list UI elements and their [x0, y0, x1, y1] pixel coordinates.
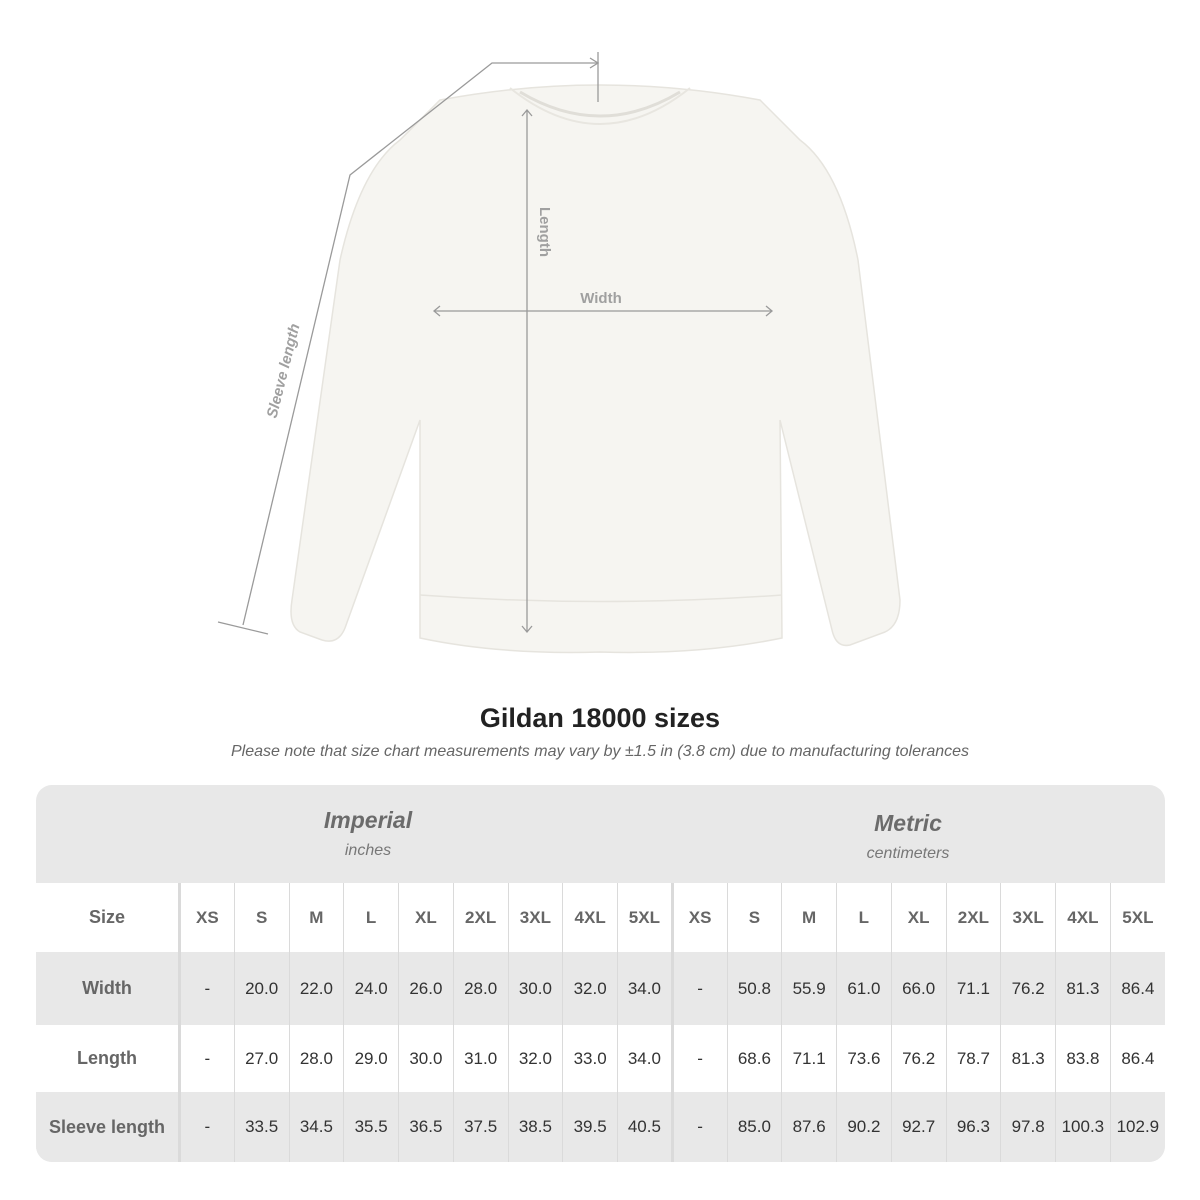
imperial-header: Imperial inches — [178, 785, 558, 883]
header-row: Size XS S M L XL 2XL 3XL 4XL 5XL XS S M L XL 2XL 3XL 4XL 5… — [36, 883, 1165, 952]
metric-value: 55.9 — [781, 952, 837, 1025]
metric-value: 81.3 — [1055, 952, 1111, 1025]
metric-value: 61.0 — [836, 952, 892, 1025]
imperial-size-header: XL — [398, 883, 454, 952]
imperial-value: - — [179, 1092, 235, 1162]
imperial-value: 22.0 — [288, 952, 344, 1025]
measurement-lines — [217, 52, 774, 635]
table-row: Sleeve length -33.5 34.5 35.5 36.5 37.5 38.5 39… — [36, 1092, 1165, 1162]
metric-value: 71.1 — [945, 952, 1001, 1025]
imperial-value: 29.0 — [343, 1025, 399, 1092]
metric-value: 86.4 — [1109, 952, 1165, 1025]
metric-value: 102.9 — [1109, 1092, 1165, 1162]
imperial-value: 34.5 — [288, 1092, 344, 1162]
imperial-value: - — [179, 1025, 235, 1092]
size-table: Size XS S M L XL 2XL 3XL 4XL 5XL XS S M L XL 2XL 3XL 4XL 5… — [36, 883, 1165, 1162]
metric-value: 78.7 — [945, 1025, 1001, 1092]
length-label: Length — [536, 207, 553, 257]
metric-title: Metric — [874, 810, 942, 836]
metric-size-header: 2XL — [945, 883, 1001, 952]
metric-value: 83.8 — [1055, 1025, 1111, 1092]
imperial-value: 33.5 — [233, 1092, 289, 1162]
metric-value: - — [670, 1025, 727, 1092]
imperial-unit: inches — [344, 842, 392, 859]
imperial-value: 38.5 — [507, 1092, 563, 1162]
metric-size-header: 4XL — [1055, 883, 1111, 952]
imperial-value: 32.0 — [562, 952, 618, 1025]
imperial-value: 35.5 — [343, 1092, 399, 1162]
imperial-size-header: 3XL — [507, 883, 563, 952]
imperial-value: 24.0 — [343, 952, 399, 1025]
metric-value: 76.2 — [1000, 952, 1056, 1025]
metric-value: 50.8 — [726, 952, 782, 1025]
metric-value: 86.4 — [1109, 1025, 1165, 1092]
metric-value: 71.1 — [781, 1025, 837, 1092]
metric-value: 92.7 — [890, 1092, 946, 1162]
imperial-size-header: M — [288, 883, 344, 952]
imperial-size-header: L — [343, 883, 399, 952]
row-label: Width — [36, 952, 181, 1025]
imperial-value: 37.5 — [452, 1092, 508, 1162]
imperial-title: Imperial — [323, 807, 413, 833]
width-label: Width — [580, 290, 622, 307]
metric-unit: centimeters — [866, 845, 950, 862]
imperial-value: 39.5 — [562, 1092, 618, 1162]
sweatshirt-illustration: Length Width Sleeve length — [217, 52, 901, 654]
metric-value: - — [670, 952, 727, 1025]
imperial-value: 33.0 — [562, 1025, 618, 1092]
imperial-size-header: 2XL — [452, 883, 508, 952]
metric-size-header: S — [726, 883, 782, 952]
metric-value: 97.8 — [1000, 1092, 1056, 1162]
metric-size-header: XL — [890, 883, 946, 952]
size-label: Size — [36, 883, 181, 952]
sleeve-length-label: Sleeve length — [264, 322, 304, 420]
imperial-value: 34.0 — [617, 1025, 673, 1092]
metric-value: 66.0 — [890, 952, 946, 1025]
imperial-value: 36.5 — [398, 1092, 454, 1162]
imperial-value: 40.5 — [617, 1092, 673, 1162]
imperial-value: 31.0 — [452, 1025, 508, 1092]
imperial-size-header: 5XL — [617, 883, 673, 952]
metric-value: 68.6 — [726, 1025, 782, 1092]
table-row: Length -27.0 28.0 29.0 30.0 31.0 32.0 33.0 34.0-… — [36, 1025, 1165, 1092]
tolerance-note: Please note that size chart measurements… — [230, 743, 970, 760]
metric-size-header: 5XL — [1109, 883, 1165, 952]
imperial-value: 20.0 — [233, 952, 289, 1025]
row-label: Length — [36, 1025, 181, 1092]
imperial-value: 28.0 — [288, 1025, 344, 1092]
metric-header: Metric centimeters — [672, 785, 1144, 883]
metric-size-header: M — [781, 883, 837, 952]
metric-value: - — [670, 1092, 727, 1162]
metric-value: 81.3 — [1000, 1025, 1056, 1092]
imperial-value: 34.0 — [617, 952, 673, 1025]
metric-value: 90.2 — [836, 1092, 892, 1162]
imperial-size-header: S — [233, 883, 289, 952]
metric-value: 85.0 — [726, 1092, 782, 1162]
sweatshirt — [290, 84, 901, 654]
metric-value: 73.6 — [836, 1025, 892, 1092]
metric-size-header: XS — [670, 883, 727, 952]
imperial-value: - — [179, 952, 235, 1025]
metric-value: 100.3 — [1055, 1092, 1111, 1162]
metric-value: 87.6 — [781, 1092, 837, 1162]
metric-size-header: 3XL — [1000, 883, 1056, 952]
row-label: Sleeve length — [36, 1092, 181, 1162]
metric-size-header: L — [836, 883, 892, 952]
imperial-value: 30.0 — [507, 952, 563, 1025]
imperial-value: 28.0 — [452, 952, 508, 1025]
metric-value: 76.2 — [890, 1025, 946, 1092]
imperial-value: 26.0 — [398, 952, 454, 1025]
imperial-size-header: 4XL — [562, 883, 618, 952]
imperial-value: 30.0 — [398, 1025, 454, 1092]
imperial-size-header: XS — [179, 883, 235, 952]
page-title: Gildan 18000 sizes — [479, 703, 721, 733]
imperial-value: 27.0 — [233, 1025, 289, 1092]
table-row: Width -20.0 22.0 24.0 26.0 28.0 30.0 32.0 34.0-5… — [36, 952, 1165, 1025]
metric-value: 96.3 — [945, 1092, 1001, 1162]
size-chart: Imperial inches Metric centimeters Size X… — [36, 785, 1165, 1162]
imperial-value: 32.0 — [507, 1025, 563, 1092]
